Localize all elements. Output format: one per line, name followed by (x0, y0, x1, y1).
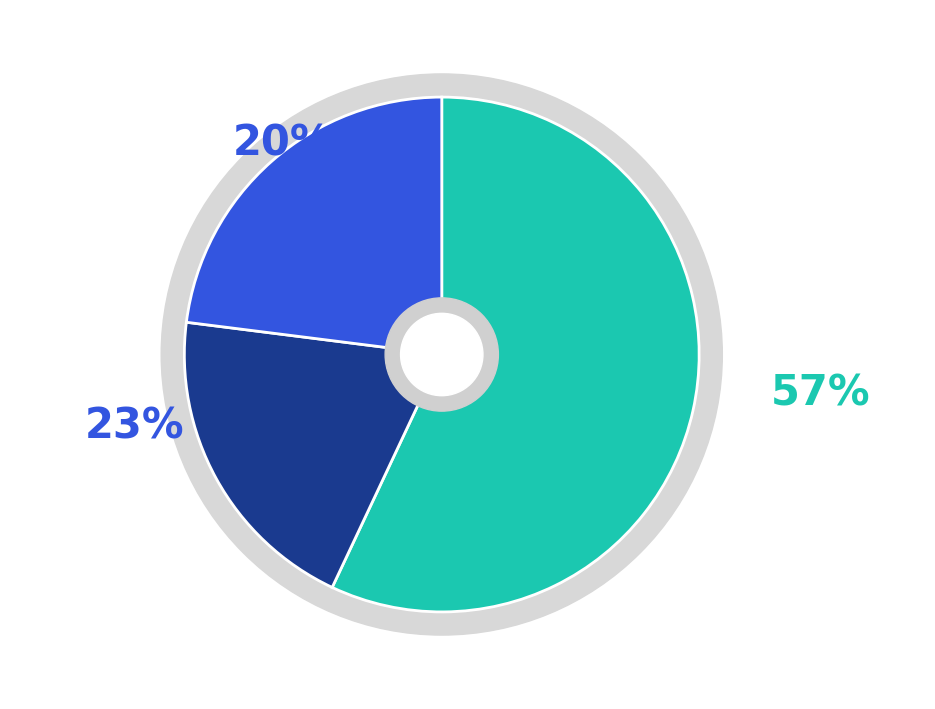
Wedge shape (184, 322, 424, 588)
Circle shape (385, 298, 498, 411)
Wedge shape (186, 97, 441, 349)
Text: 23%: 23% (85, 406, 184, 447)
Circle shape (184, 97, 699, 612)
Circle shape (161, 74, 723, 635)
Circle shape (400, 313, 483, 396)
Text: 20%: 20% (233, 123, 332, 164)
Text: 57%: 57% (771, 372, 870, 414)
Wedge shape (332, 97, 699, 612)
